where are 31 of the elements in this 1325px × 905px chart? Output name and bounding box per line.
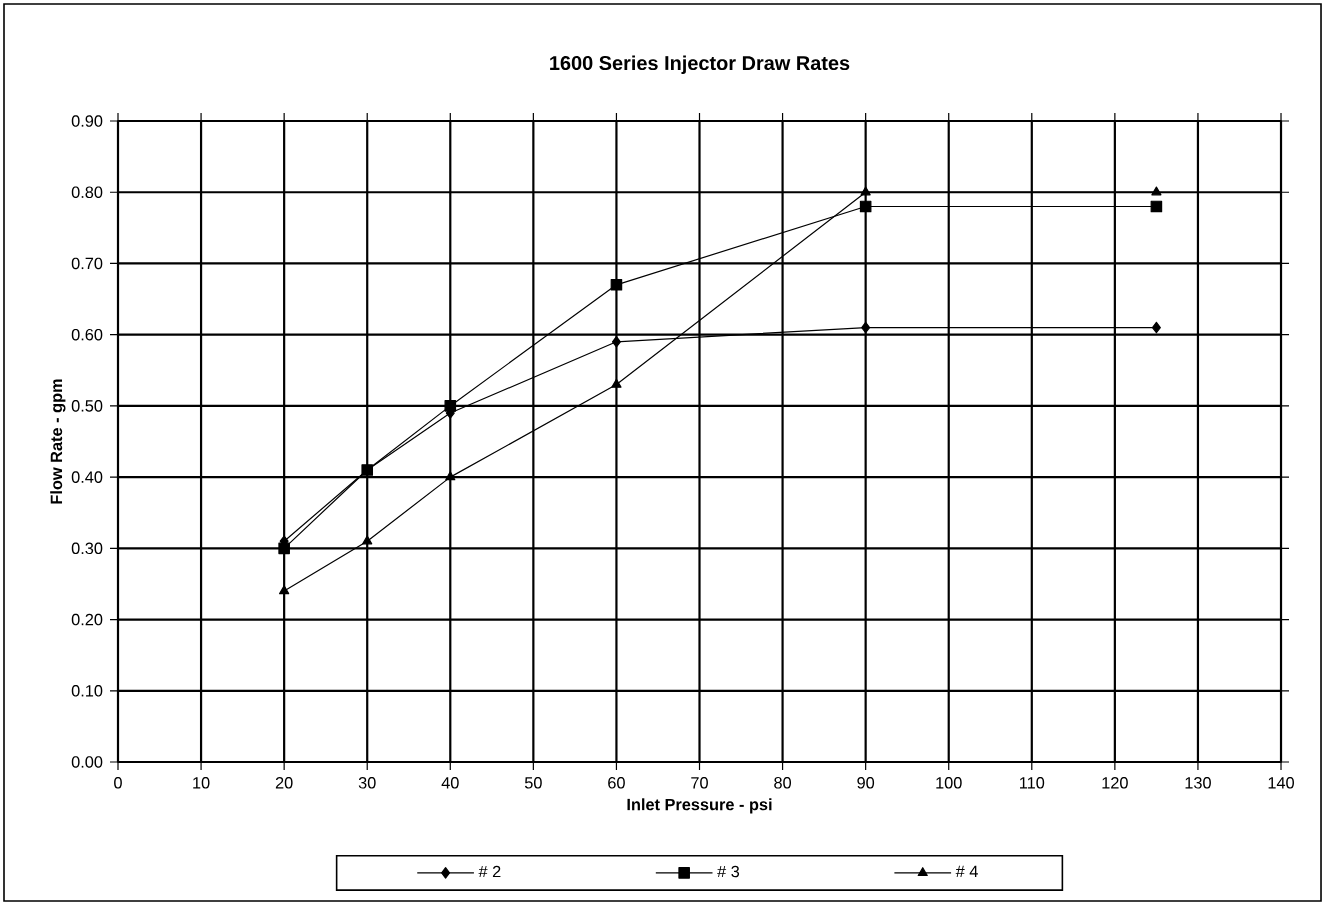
y-tick-label: 0.40: [71, 471, 103, 483]
y-tick-label: 0.10: [71, 685, 103, 697]
y-tick-label: 0.50: [71, 400, 103, 412]
y-tick-label: 0.90: [71, 115, 103, 127]
x-tick-label: 10: [193, 777, 210, 789]
x-tick-label: 0: [114, 777, 122, 789]
x-tick-label: 100: [936, 777, 962, 789]
x-tick-label: 50: [524, 777, 542, 789]
x-tick-label: 130: [1185, 777, 1211, 789]
x-tick-label: 120: [1102, 777, 1128, 789]
legend-label: # 2: [478, 865, 501, 878]
y-axis-title: Flow Rate - gpm: [50, 379, 66, 504]
legend-label: # 4: [955, 865, 978, 878]
y-tick-label: 0.80: [71, 186, 103, 199]
chart-title: 1600 Series Injector Draw Rates: [550, 55, 850, 74]
x-tick-label: 110: [1020, 777, 1045, 789]
x-tick-label: 30: [358, 777, 376, 789]
x-tick-label: 20: [275, 777, 293, 789]
x-tick-label: 70: [691, 777, 708, 789]
x-tick-label: 80: [774, 777, 792, 789]
legend-label: # 3: [717, 865, 740, 878]
x-tick-label: 140: [1268, 777, 1294, 789]
y-tick-label: 0.20: [71, 613, 103, 626]
x-tick-label: 60: [608, 777, 625, 789]
x-tick-label: 90: [857, 777, 875, 789]
y-tick-label: 0.70: [71, 257, 103, 270]
y-tick-label: 0.30: [71, 542, 103, 555]
x-tick-label: 40: [441, 777, 459, 789]
x-axis-title: Inlet Pressure - psi: [627, 798, 772, 814]
y-tick-label: 0.00: [71, 756, 103, 768]
y-tick-label: 0.60: [71, 328, 103, 341]
